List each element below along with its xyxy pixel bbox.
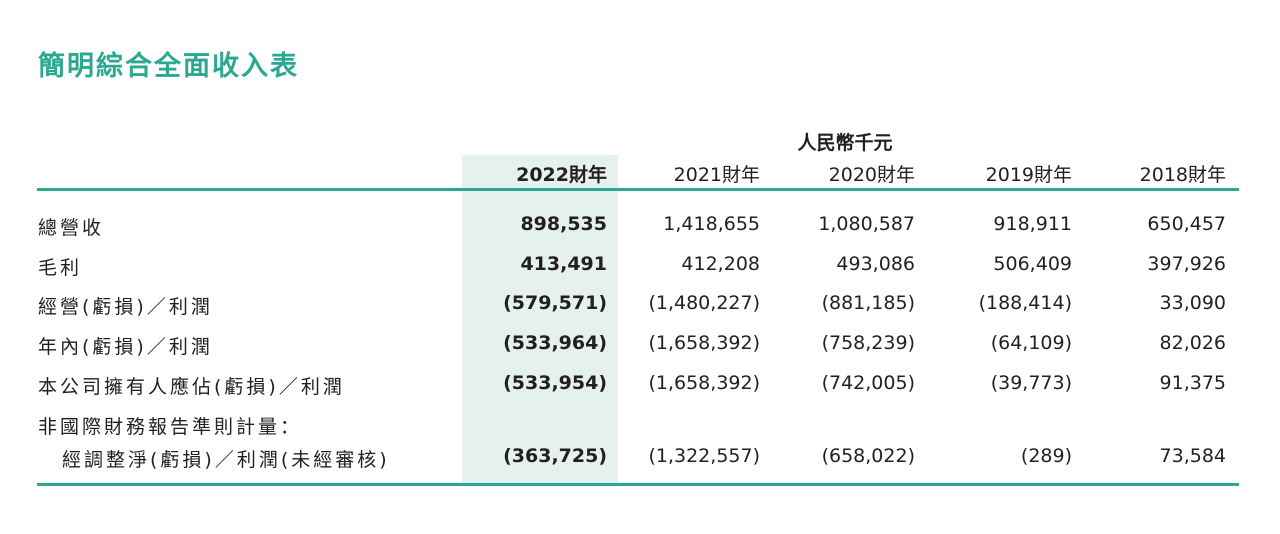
cell: 918,911: [993, 213, 1072, 235]
cell: (533,954): [503, 372, 607, 394]
cell: 33,090: [1159, 292, 1226, 314]
row-label: 非國際財務報告準則計量：: [38, 416, 303, 438]
cell: (579,571): [503, 292, 607, 314]
cell: (188,414): [978, 292, 1072, 314]
cell: 650,457: [1147, 213, 1226, 235]
header-rule: [37, 188, 1239, 191]
cell: 91,375: [1159, 372, 1226, 394]
cell: (64,109): [990, 332, 1072, 354]
highlight-column: [462, 155, 618, 486]
cell: (1,480,227): [648, 292, 760, 314]
cell: 1,418,655: [663, 213, 760, 235]
cell: (1,658,392): [648, 372, 760, 394]
column-header: 2019財年: [985, 164, 1072, 186]
cell: 82,026: [1159, 332, 1226, 354]
cell: (39,773): [990, 372, 1072, 394]
cell: (742,005): [821, 372, 915, 394]
cell: 506,409: [993, 253, 1072, 275]
cell: 397,926: [1147, 253, 1226, 275]
cell: 73,584: [1159, 445, 1226, 467]
bottom-rule: [37, 483, 1239, 486]
row-label: 總營收: [38, 217, 105, 239]
row-label: 本公司擁有人應佔(虧損)／利潤: [38, 376, 345, 398]
title: 簡明綜合全面收入表: [38, 51, 299, 82]
column-header: 2020財年: [828, 164, 915, 186]
row-label: 年內(虧損)／利潤: [38, 336, 213, 358]
unit-label: 人民幣千元: [797, 132, 893, 154]
cell: (881,185): [821, 292, 915, 314]
column-header: 2018財年: [1139, 164, 1226, 186]
cell: (758,239): [821, 332, 915, 354]
cell: 493,086: [836, 253, 915, 275]
row-label: 毛利: [38, 257, 83, 279]
cell: (289): [1020, 445, 1072, 467]
cell: 412,208: [681, 253, 760, 275]
cell: (658,022): [821, 445, 915, 467]
cell: (1,322,557): [648, 445, 760, 467]
cell: (533,964): [503, 332, 607, 354]
row-label: 經調整淨(虧損)／利潤(未經審核): [62, 449, 390, 471]
cell: (1,658,392): [648, 332, 760, 354]
column-header: 2022財年: [516, 164, 607, 186]
row-label: 經營(虧損)／利潤: [38, 296, 213, 318]
column-header: 2021財年: [673, 164, 760, 186]
cell: 413,491: [520, 253, 607, 275]
cell: 898,535: [520, 213, 607, 235]
cell: 1,080,587: [818, 213, 915, 235]
cell: (363,725): [503, 445, 607, 467]
